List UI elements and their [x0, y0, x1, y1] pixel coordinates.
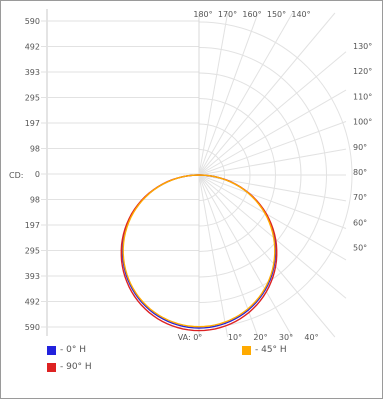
cd-label: CD: [9, 171, 23, 180]
series-curve-1 [120, 174, 278, 332]
intensity-tick-label: 98 [30, 145, 40, 154]
radial-gridline [198, 121, 347, 176]
intensity-curves [120, 174, 278, 332]
intensity-tick-label: 590 [25, 323, 40, 332]
right-angle-label: 90° [353, 143, 367, 152]
legend-item-0h: - 0° H [47, 345, 86, 355]
bottom-angle-label: VA: 0° [178, 333, 203, 342]
top-angle-label: 160° [242, 10, 261, 19]
radial-gridline [198, 174, 293, 338]
intensity-tick-label: 197 [25, 119, 40, 128]
right-angle-label: 130° [353, 42, 372, 51]
intensity-tick-label: 492 [25, 298, 40, 307]
right-angle-label: 80° [353, 168, 367, 177]
radial-gridline [198, 148, 347, 176]
radial-gridline [198, 51, 347, 176]
right-angle-label: 120° [353, 67, 372, 76]
right-angle-label: 70° [353, 193, 367, 202]
intensity-tick-label: 393 [25, 272, 40, 281]
legend-swatch-90h [47, 362, 56, 372]
radial-gridline [198, 12, 229, 176]
intensity-tick-label: 492 [25, 43, 40, 52]
radial-gridline [198, 12, 293, 176]
intensity-tick-label: 590 [25, 17, 40, 26]
axis-labels: 590 492 393 295 197 98 0 98 197 295 393 492 590 CD: 18… [9, 10, 372, 342]
legend-label-45h: - 45° H [255, 345, 287, 355]
legend-swatch-0h [47, 345, 56, 355]
intensity-tick-label: 98 [30, 196, 40, 205]
bottom-angle-label: 20° [253, 333, 267, 342]
top-angle-label: 180° [193, 10, 212, 19]
bottom-angle-label: 40° [304, 333, 318, 342]
right-angle-label: 100° [353, 118, 372, 127]
radial-gridline [198, 174, 347, 299]
legend-label-0h: - 0° H [60, 345, 86, 355]
right-angle-label: 60° [353, 218, 367, 227]
radial-gridline [198, 12, 336, 176]
legend-item-45h: - 45° H [242, 345, 287, 355]
right-angle-label: 110° [353, 92, 372, 101]
intensity-tick-label: 393 [25, 68, 40, 77]
polar-grid [41, 9, 353, 338]
legend-swatch-45h [242, 345, 251, 355]
series-curve-2 [122, 174, 276, 328]
radial-gridline [198, 174, 347, 229]
intensity-tick-label: 0 [35, 170, 40, 179]
legend-label-90h: - 90° H [60, 362, 92, 372]
bottom-angle-label: 30° [279, 333, 293, 342]
top-angle-label: 150° [267, 10, 286, 19]
legend-item-90h: - 90° H [47, 362, 92, 372]
right-angle-label: 50° [353, 244, 367, 253]
top-angle-label: 170° [218, 10, 237, 19]
radial-gridline [198, 174, 347, 261]
radial-gridline [198, 174, 336, 338]
intensity-tick-label: 295 [25, 247, 40, 256]
intensity-tick-label: 197 [25, 221, 40, 230]
radial-gridline [198, 89, 347, 176]
radial-gridline [198, 12, 259, 176]
bottom-angle-label: 10° [228, 333, 242, 342]
top-angle-label: 140° [291, 10, 310, 19]
radial-gridline [198, 174, 229, 338]
polar-ring [198, 21, 353, 329]
intensity-tick-label: 295 [25, 94, 40, 103]
